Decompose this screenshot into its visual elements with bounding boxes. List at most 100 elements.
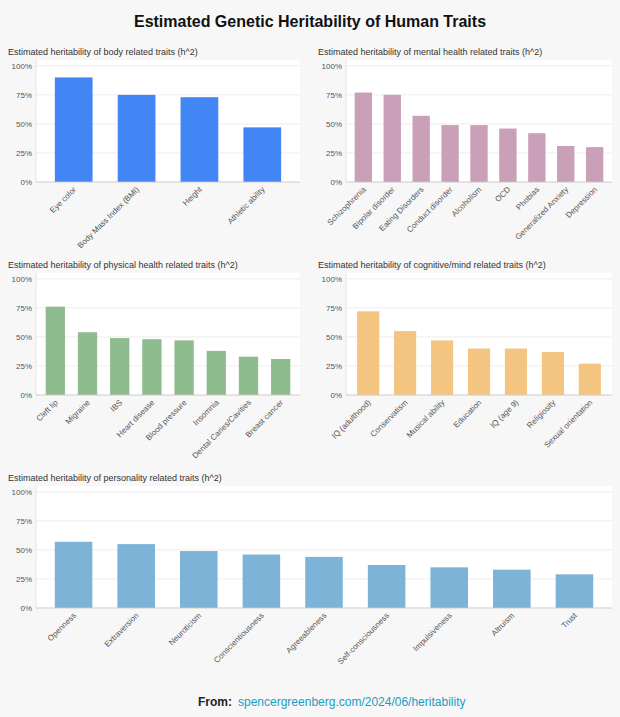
plot-area	[36, 486, 612, 608]
bar	[384, 95, 401, 182]
y-tick-label: 50%	[16, 333, 32, 342]
plot-area	[36, 60, 300, 182]
bar	[46, 307, 65, 395]
bar	[505, 349, 527, 395]
y-axis-line	[346, 60, 347, 182]
bar	[468, 349, 490, 395]
bar	[394, 331, 416, 395]
y-tick-label: 75%	[16, 304, 32, 313]
plot-area	[346, 273, 612, 395]
x-tick-label: Sexual orientation	[543, 398, 595, 450]
bar	[181, 97, 219, 182]
bar	[78, 332, 97, 395]
x-tick-label: Altruism	[489, 611, 516, 638]
y-axis-line	[36, 486, 37, 608]
panel-title: Estimated heritability of personality re…	[8, 473, 222, 483]
bar	[355, 93, 372, 182]
bar	[55, 77, 93, 182]
bar	[430, 567, 468, 608]
bar	[117, 544, 155, 608]
panel: Estimated heritability of physical healt…	[8, 260, 300, 460]
plot-area	[36, 273, 300, 395]
grid-line	[36, 365, 300, 366]
x-tick-label: Blood pressure	[144, 398, 189, 443]
bars	[55, 77, 281, 182]
bar	[243, 127, 281, 182]
y-tick-label: 75%	[16, 517, 32, 526]
y-tick-label: 100%	[12, 275, 32, 284]
y-tick-label: 75%	[326, 91, 342, 100]
x-tick-label: Religiosity	[525, 398, 557, 430]
x-tick-label: Self-consciousness	[336, 611, 391, 666]
x-tick-label: Breast cancer	[244, 398, 286, 440]
x-tick-label: Agreeableness	[284, 611, 328, 655]
bar	[142, 339, 161, 395]
bar	[431, 340, 453, 395]
y-tick-label: 25%	[16, 149, 32, 158]
x-tick-label: OCD	[493, 185, 512, 204]
x-tick-label: Phobias	[514, 185, 541, 212]
bar	[368, 565, 406, 608]
y-tick-label: 100%	[12, 62, 32, 71]
x-tick-label: IQ (age 9)	[489, 398, 521, 430]
y-tick-label: 25%	[16, 575, 32, 584]
plot-area	[346, 60, 612, 182]
x-tick-label: Insomnia	[191, 398, 221, 428]
grid-line	[36, 278, 300, 279]
panel-title: Estimated heritability of body related t…	[8, 47, 198, 57]
bar	[528, 133, 545, 182]
y-axis-line	[36, 60, 37, 182]
bar	[118, 95, 156, 182]
grid-line	[36, 608, 612, 609]
bar	[557, 146, 574, 182]
y-axis-line	[36, 273, 37, 395]
bar	[180, 551, 218, 608]
grid-line	[36, 65, 300, 66]
y-tick-label: 0%	[20, 178, 32, 187]
x-tick-label: Depression	[564, 185, 599, 220]
y-tick-label: 50%	[16, 546, 32, 555]
panel-title: Estimated heritability of physical healt…	[8, 260, 238, 270]
x-axis-line	[36, 395, 300, 396]
x-axis-line	[36, 608, 612, 609]
bar	[579, 364, 601, 395]
panel: Estimated heritability of body related t…	[8, 47, 300, 250]
grid-line	[346, 395, 612, 396]
x-tick-label: Cleft lip	[34, 398, 60, 424]
panel: Estimated heritability of mental health …	[318, 47, 612, 242]
grid-line	[36, 182, 300, 183]
x-tick-label: Eye color	[48, 185, 78, 215]
x-tick-label: Trust	[560, 611, 580, 631]
x-tick-label: IBS	[109, 398, 124, 413]
x-tick-label: Generalized Anxiety	[513, 185, 570, 242]
y-tick-label: 25%	[16, 362, 32, 371]
y-tick-label: 100%	[322, 275, 342, 284]
y-tick-label: 75%	[16, 91, 32, 100]
y-tick-label: 50%	[326, 333, 342, 342]
bar	[243, 555, 281, 608]
chart-root: Estimated Genetic Heritability of Human …	[0, 0, 620, 717]
grid-line	[36, 336, 300, 337]
bar	[55, 542, 93, 608]
bar	[207, 351, 226, 395]
bar	[493, 570, 531, 608]
grid-line	[346, 182, 612, 183]
grid-line	[36, 395, 300, 396]
footer-url: spencergreenberg.com/2024/06/heritabilit…	[238, 695, 465, 709]
bars	[357, 311, 601, 395]
grid-line	[346, 65, 612, 66]
bar	[499, 129, 516, 182]
x-axis-line	[346, 182, 612, 183]
grid-line	[346, 336, 612, 337]
y-axis-line	[346, 273, 347, 395]
y-tick-label: 0%	[20, 391, 32, 400]
bars	[46, 307, 291, 395]
x-axis-line	[346, 395, 612, 396]
panel-title: Estimated heritability of mental health …	[318, 47, 542, 57]
bar	[441, 125, 458, 182]
background	[0, 0, 620, 717]
y-tick-label: 0%	[330, 391, 342, 400]
x-tick-label: Conservatism	[369, 398, 410, 439]
x-tick-label: Musical ability	[405, 398, 447, 440]
panel-title: Estimated heritability of cognitive/mind…	[318, 260, 546, 270]
